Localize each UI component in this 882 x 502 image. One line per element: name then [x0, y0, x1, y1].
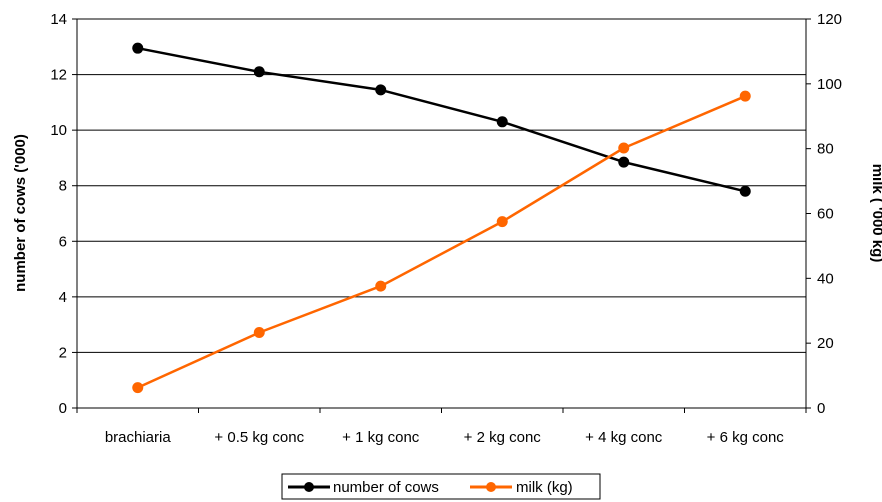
- x-tick-label: + 6 kg conc: [707, 429, 785, 446]
- y-tick-label-left: 6: [59, 233, 67, 250]
- legend-marker-cows: [304, 482, 314, 492]
- y-axis-title-left: number of cows ('000): [12, 134, 29, 292]
- y-tick-label-right: 60: [817, 206, 834, 223]
- legend: number of cows milk (kg): [281, 473, 601, 500]
- x-tick-label: + 2 kg conc: [464, 429, 542, 446]
- y-tick-label-right: 100: [817, 76, 842, 93]
- y-tick-label-right: 40: [817, 270, 834, 287]
- y-tick-label-right: 120: [817, 11, 842, 28]
- data-point-series-0: [618, 156, 630, 168]
- legend-label-milk: milk (kg): [516, 479, 573, 496]
- series-line-1: [137, 95, 746, 389]
- gridlines: [77, 18, 806, 353]
- series-line-0: [137, 46, 746, 193]
- y-tick-label-left: 14: [50, 11, 67, 28]
- data-point-series-1: [132, 382, 144, 394]
- data-point-series-1: [375, 280, 387, 292]
- data-point-series-1: [496, 216, 508, 228]
- y-tick-label-right: 0: [817, 400, 825, 417]
- data-point-series-0: [496, 116, 508, 128]
- y-axis-title-right: milk ( '000 kg): [869, 164, 882, 263]
- y-tick-label-left: 8: [59, 178, 67, 195]
- x-tick-label: brachiaria: [105, 429, 172, 446]
- x-tick-label: + 0.5 kg conc: [214, 429, 304, 446]
- data-point-series-0: [739, 185, 751, 197]
- data-point-series-0: [132, 42, 144, 54]
- data-point-series-0: [253, 66, 265, 78]
- data-point-series-1: [253, 326, 265, 338]
- y-tick-label-left: 2: [59, 344, 67, 361]
- y-tick-label-right: 80: [817, 141, 834, 158]
- x-tick-label: + 1 kg conc: [342, 429, 420, 446]
- y-tick-label-right: 20: [817, 335, 834, 352]
- data-point-series-0: [375, 84, 387, 96]
- data-point-series-1: [618, 142, 630, 154]
- legend-marker-milk: [486, 482, 496, 492]
- axes: 0 2 4 6 8 10 12 14 0 20 40 60 80 100 120 brachiaria + 0.…: [50, 11, 842, 446]
- x-tick-label: + 4 kg conc: [585, 429, 663, 446]
- series-layer: [137, 46, 746, 389]
- data-point-series-1: [739, 90, 751, 102]
- legend-label-cows: number of cows: [333, 479, 439, 496]
- y-tick-label-left: 0: [59, 400, 67, 417]
- y-tick-label-left: 10: [50, 122, 67, 139]
- y-tick-label-left: 12: [50, 67, 67, 84]
- y-tick-label-left: 4: [59, 289, 67, 306]
- markers-layer: [132, 42, 751, 394]
- legend-box: [281, 473, 601, 500]
